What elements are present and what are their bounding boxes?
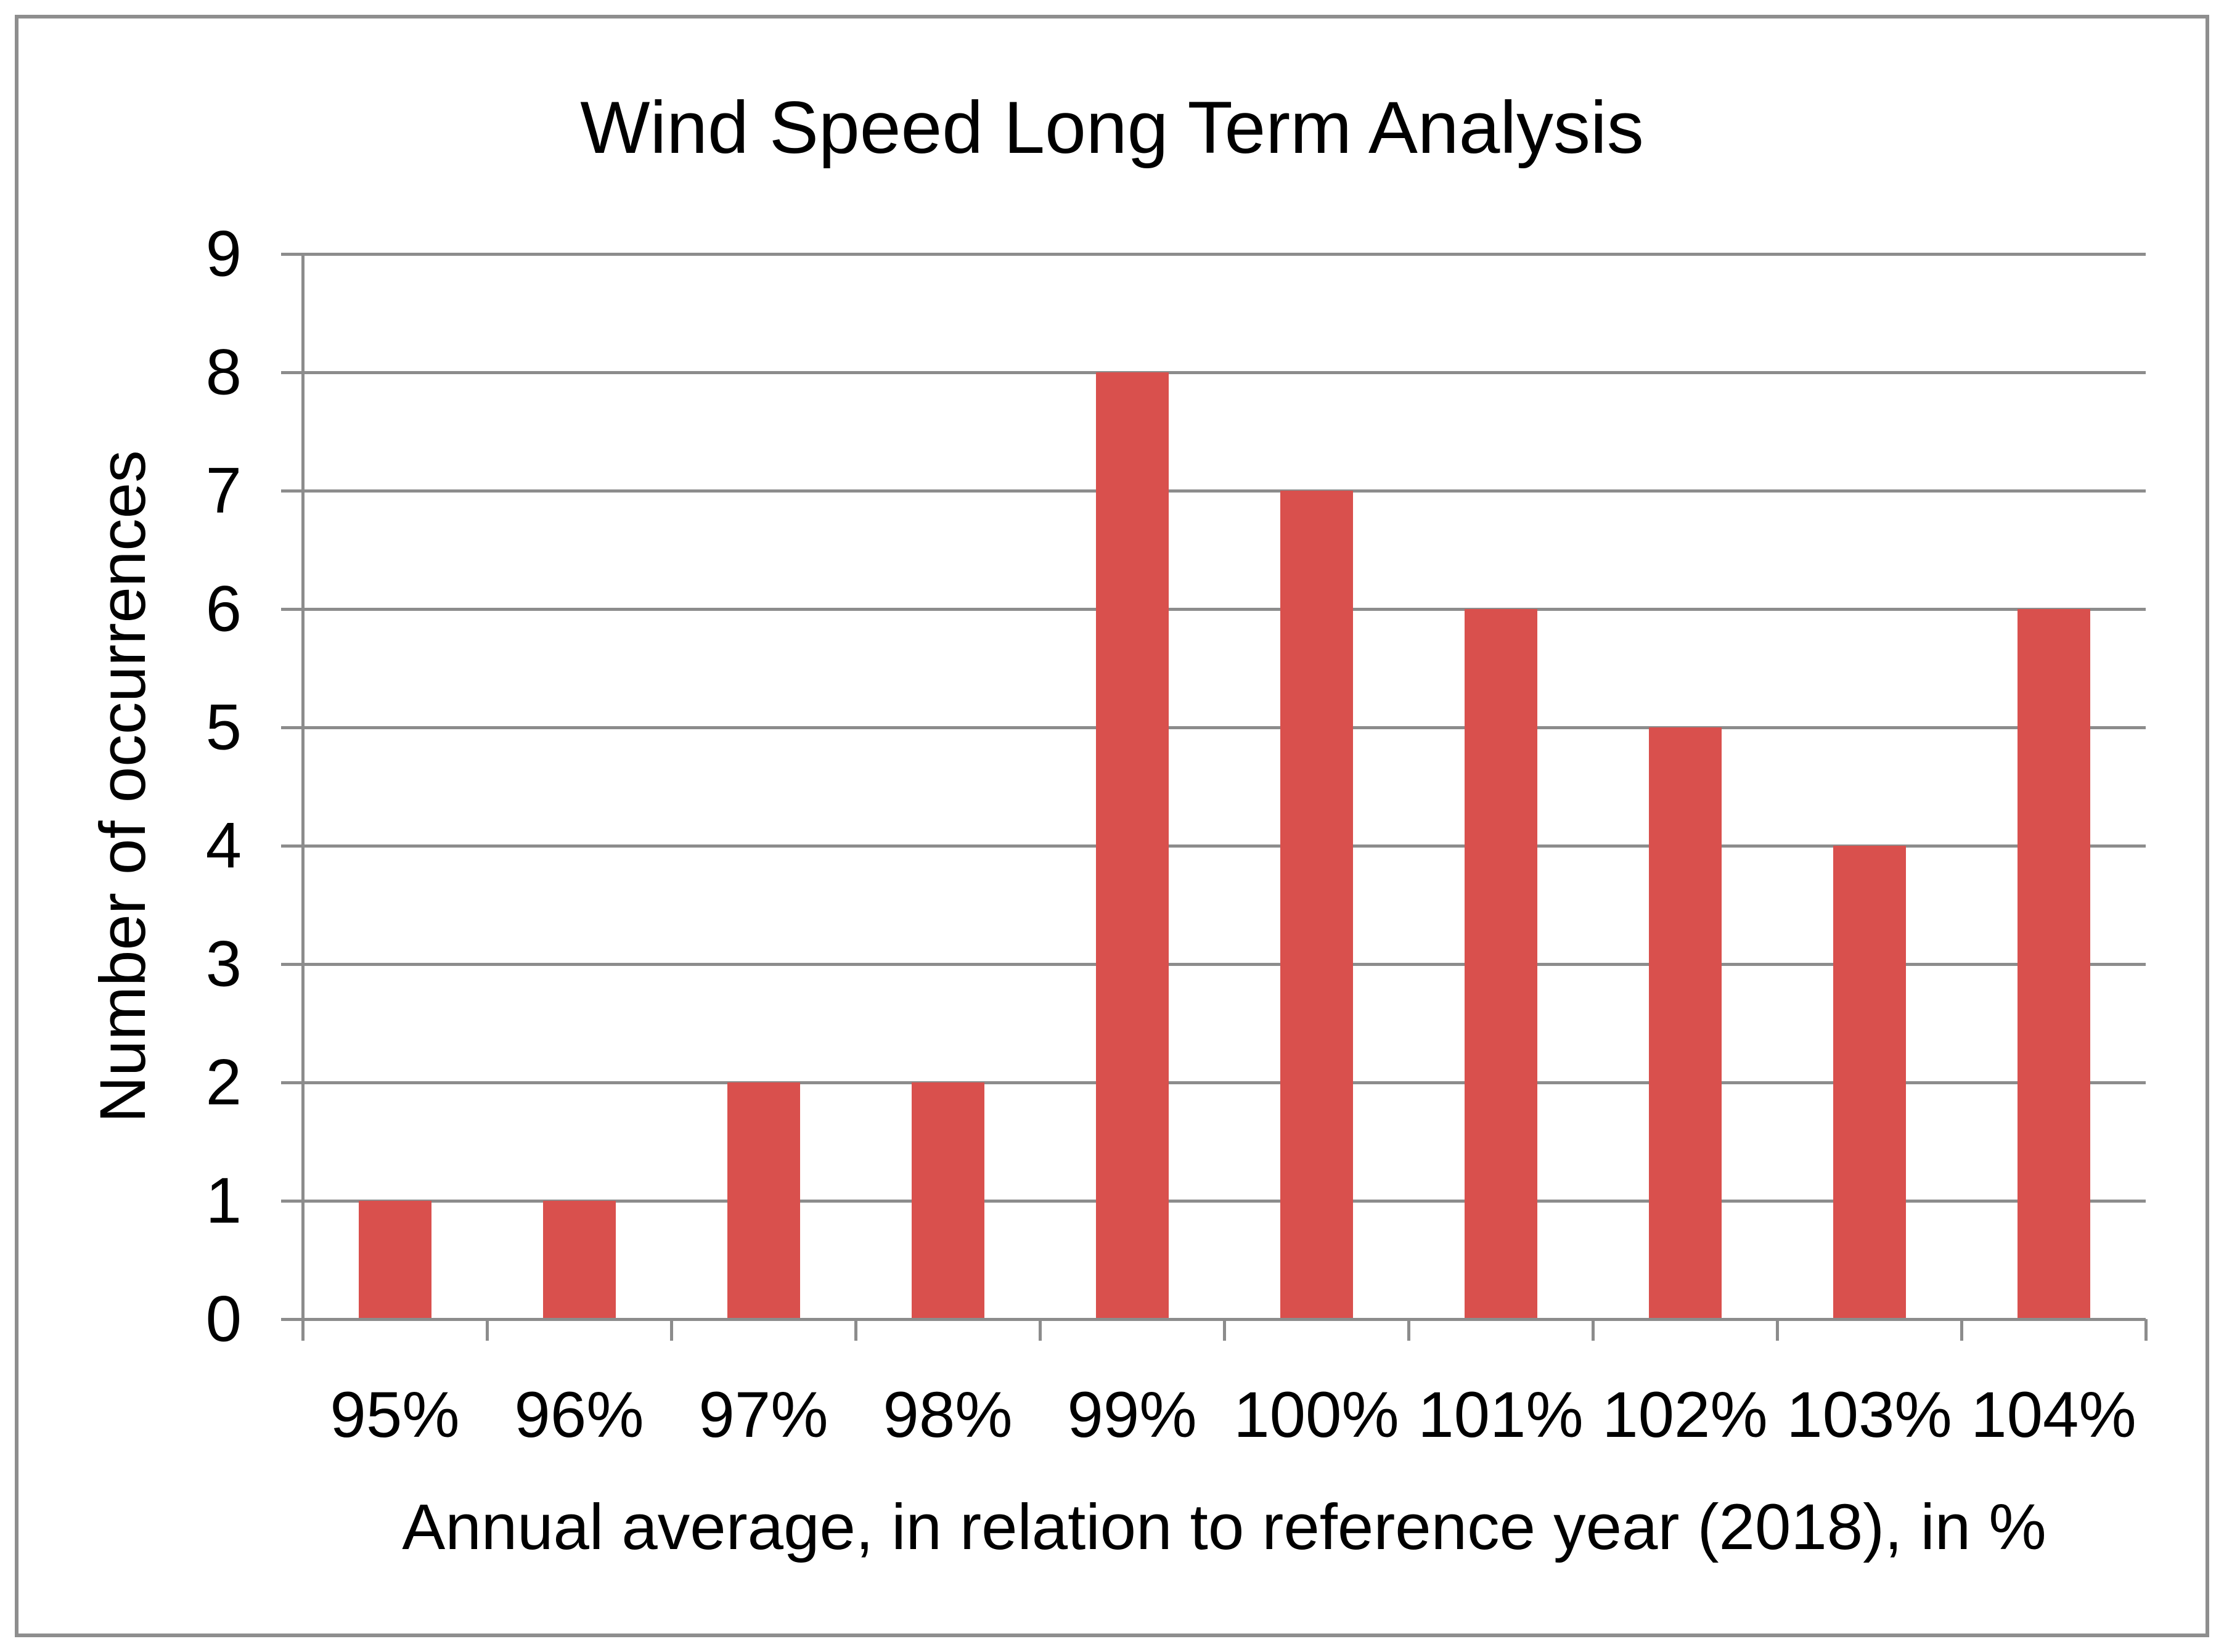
x-axis-line (281, 1318, 2146, 1321)
x-tick-label: 100% (1233, 1379, 1399, 1451)
x-tick-label: 99% (1067, 1379, 1197, 1451)
y-tick-label: 5 (205, 691, 242, 764)
bar-101% (1464, 609, 1537, 1319)
bar-99% (1095, 372, 1169, 1319)
chart-title: Wind Speed Long Term Analysis (580, 86, 1644, 169)
y-axis-title: Number of occurrences (87, 450, 159, 1123)
x-axis-tick (1407, 1319, 1410, 1341)
bar-103% (1833, 846, 1906, 1319)
y-tick-label: 7 (205, 454, 242, 527)
bar-104% (2017, 609, 2090, 1319)
y-gridline (281, 726, 2146, 729)
x-tick-label: 96% (514, 1379, 644, 1451)
y-gridline (281, 489, 2146, 493)
x-axis-tick (2144, 1319, 2148, 1341)
x-tick-label: 97% (698, 1379, 828, 1451)
y-tick-label: 0 (205, 1283, 242, 1356)
y-gridline (281, 608, 2146, 611)
bar-95% (358, 1201, 431, 1319)
y-axis-line (301, 254, 305, 1341)
x-tick-label: 98% (883, 1379, 1013, 1451)
bar-100% (1280, 491, 1353, 1319)
y-tick-label: 4 (205, 809, 242, 882)
x-tick-label: 95% (330, 1379, 460, 1451)
x-axis-tick (670, 1319, 673, 1341)
y-tick-label: 3 (205, 928, 242, 1000)
bar-96% (542, 1201, 616, 1319)
x-tick-label: 103% (1786, 1379, 1952, 1451)
bar-102% (1648, 727, 1722, 1319)
y-gridline (281, 844, 2146, 848)
x-axis-tick (1039, 1319, 1042, 1341)
y-tick-label: 1 (205, 1164, 242, 1237)
x-tick-label: 104% (1971, 1379, 2136, 1451)
x-axis-tick (854, 1319, 857, 1341)
x-axis-tick (301, 1319, 305, 1341)
y-tick-label: 9 (205, 218, 242, 290)
x-axis-tick (1960, 1319, 1963, 1341)
y-tick-label: 6 (205, 573, 242, 645)
y-gridline (281, 1081, 2146, 1084)
x-axis-tick (1223, 1319, 1226, 1341)
x-tick-label: 101% (1418, 1379, 1584, 1451)
y-tick-label: 8 (205, 336, 242, 409)
x-axis-tick (1776, 1319, 1779, 1341)
x-tick-label: 102% (1602, 1379, 1768, 1451)
y-gridline (281, 1200, 2146, 1203)
y-gridline (281, 371, 2146, 374)
bar-98% (911, 1082, 984, 1319)
x-axis-title: Annual average, in relation to reference… (402, 1491, 2046, 1563)
x-axis-tick (486, 1319, 489, 1341)
bar-97% (727, 1082, 800, 1319)
y-gridline (281, 963, 2146, 966)
x-axis-tick (1592, 1319, 1595, 1341)
y-tick-label: 2 (205, 1046, 242, 1119)
y-gridline (281, 253, 2146, 256)
